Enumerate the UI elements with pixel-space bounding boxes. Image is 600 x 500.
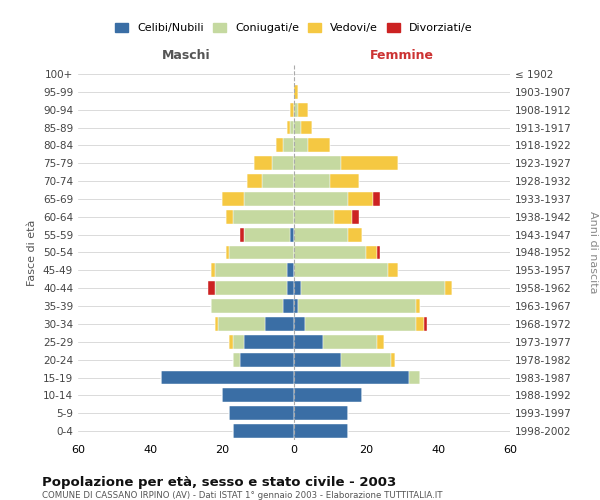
Bar bbox=[229, 406, 294, 420]
Bar bbox=[222, 192, 244, 206]
Text: COMUNE DI CASSANO IRPINO (AV) - Dati ISTAT 1° gennaio 2003 - Elaborazione TUTTIT: COMUNE DI CASSANO IRPINO (AV) - Dati IST… bbox=[42, 491, 443, 500]
Bar bbox=[305, 317, 416, 331]
Bar bbox=[294, 424, 348, 438]
Bar bbox=[290, 120, 294, 134]
Bar bbox=[445, 281, 452, 295]
Bar bbox=[416, 299, 420, 313]
Bar bbox=[229, 335, 233, 349]
Bar bbox=[233, 352, 240, 366]
Bar bbox=[294, 370, 409, 384]
Bar bbox=[233, 210, 294, 224]
Bar bbox=[290, 228, 294, 241]
Bar bbox=[294, 264, 388, 278]
Bar bbox=[294, 246, 366, 260]
Bar bbox=[262, 174, 294, 188]
Bar bbox=[247, 174, 262, 188]
Bar bbox=[294, 102, 298, 117]
Bar bbox=[298, 102, 308, 117]
Bar bbox=[244, 228, 290, 241]
Bar bbox=[377, 335, 384, 349]
Bar bbox=[226, 210, 233, 224]
Bar bbox=[287, 264, 294, 278]
Bar bbox=[215, 317, 218, 331]
Bar bbox=[424, 317, 427, 331]
Bar bbox=[294, 388, 362, 402]
Bar bbox=[294, 228, 348, 241]
Bar bbox=[294, 120, 301, 134]
Y-axis label: Fasce di età: Fasce di età bbox=[28, 220, 37, 286]
Bar bbox=[330, 174, 359, 188]
Bar bbox=[301, 281, 445, 295]
Bar bbox=[348, 228, 362, 241]
Text: Popolazione per età, sesso e stato civile - 2003: Popolazione per età, sesso e stato civil… bbox=[42, 476, 396, 489]
Bar bbox=[240, 228, 244, 241]
Bar bbox=[294, 192, 348, 206]
Bar bbox=[301, 120, 312, 134]
Bar bbox=[366, 246, 377, 260]
Bar bbox=[211, 299, 283, 313]
Bar bbox=[208, 281, 215, 295]
Bar bbox=[298, 299, 416, 313]
Bar bbox=[276, 138, 283, 152]
Bar bbox=[161, 370, 294, 384]
Text: Maschi: Maschi bbox=[161, 50, 211, 62]
Bar bbox=[294, 174, 330, 188]
Bar bbox=[265, 317, 294, 331]
Text: Femmine: Femmine bbox=[370, 50, 434, 62]
Bar bbox=[294, 85, 298, 99]
Bar bbox=[409, 370, 420, 384]
Bar bbox=[215, 264, 287, 278]
Bar bbox=[391, 352, 395, 366]
Bar bbox=[233, 424, 294, 438]
Bar bbox=[294, 406, 348, 420]
Bar bbox=[233, 335, 244, 349]
Bar bbox=[377, 246, 380, 260]
Bar bbox=[348, 192, 373, 206]
Bar bbox=[244, 335, 294, 349]
Bar bbox=[294, 335, 323, 349]
Bar bbox=[229, 246, 294, 260]
Bar bbox=[294, 352, 341, 366]
Bar bbox=[254, 156, 272, 170]
Bar bbox=[272, 156, 294, 170]
Bar bbox=[211, 264, 215, 278]
Bar bbox=[294, 299, 298, 313]
Bar bbox=[244, 192, 294, 206]
Bar bbox=[218, 317, 265, 331]
Bar bbox=[308, 138, 330, 152]
Bar bbox=[290, 102, 294, 117]
Bar bbox=[294, 281, 301, 295]
Bar bbox=[287, 281, 294, 295]
Bar bbox=[294, 156, 341, 170]
Bar bbox=[287, 120, 290, 134]
Bar bbox=[283, 299, 294, 313]
Bar bbox=[352, 210, 359, 224]
Bar bbox=[222, 388, 294, 402]
Bar bbox=[373, 192, 380, 206]
Bar bbox=[215, 281, 287, 295]
Bar bbox=[294, 317, 305, 331]
Bar bbox=[294, 138, 308, 152]
Bar bbox=[226, 246, 229, 260]
Legend: Celibi/Nubili, Coniugati/e, Vedovi/e, Divorziati/e: Celibi/Nubili, Coniugati/e, Vedovi/e, Di… bbox=[111, 18, 477, 38]
Bar bbox=[240, 352, 294, 366]
Bar bbox=[341, 352, 391, 366]
Bar bbox=[283, 138, 294, 152]
Bar bbox=[323, 335, 377, 349]
Y-axis label: Anni di nascita: Anni di nascita bbox=[588, 211, 598, 294]
Bar bbox=[341, 156, 398, 170]
Bar bbox=[294, 210, 334, 224]
Bar bbox=[334, 210, 352, 224]
Bar bbox=[416, 317, 424, 331]
Bar bbox=[388, 264, 398, 278]
